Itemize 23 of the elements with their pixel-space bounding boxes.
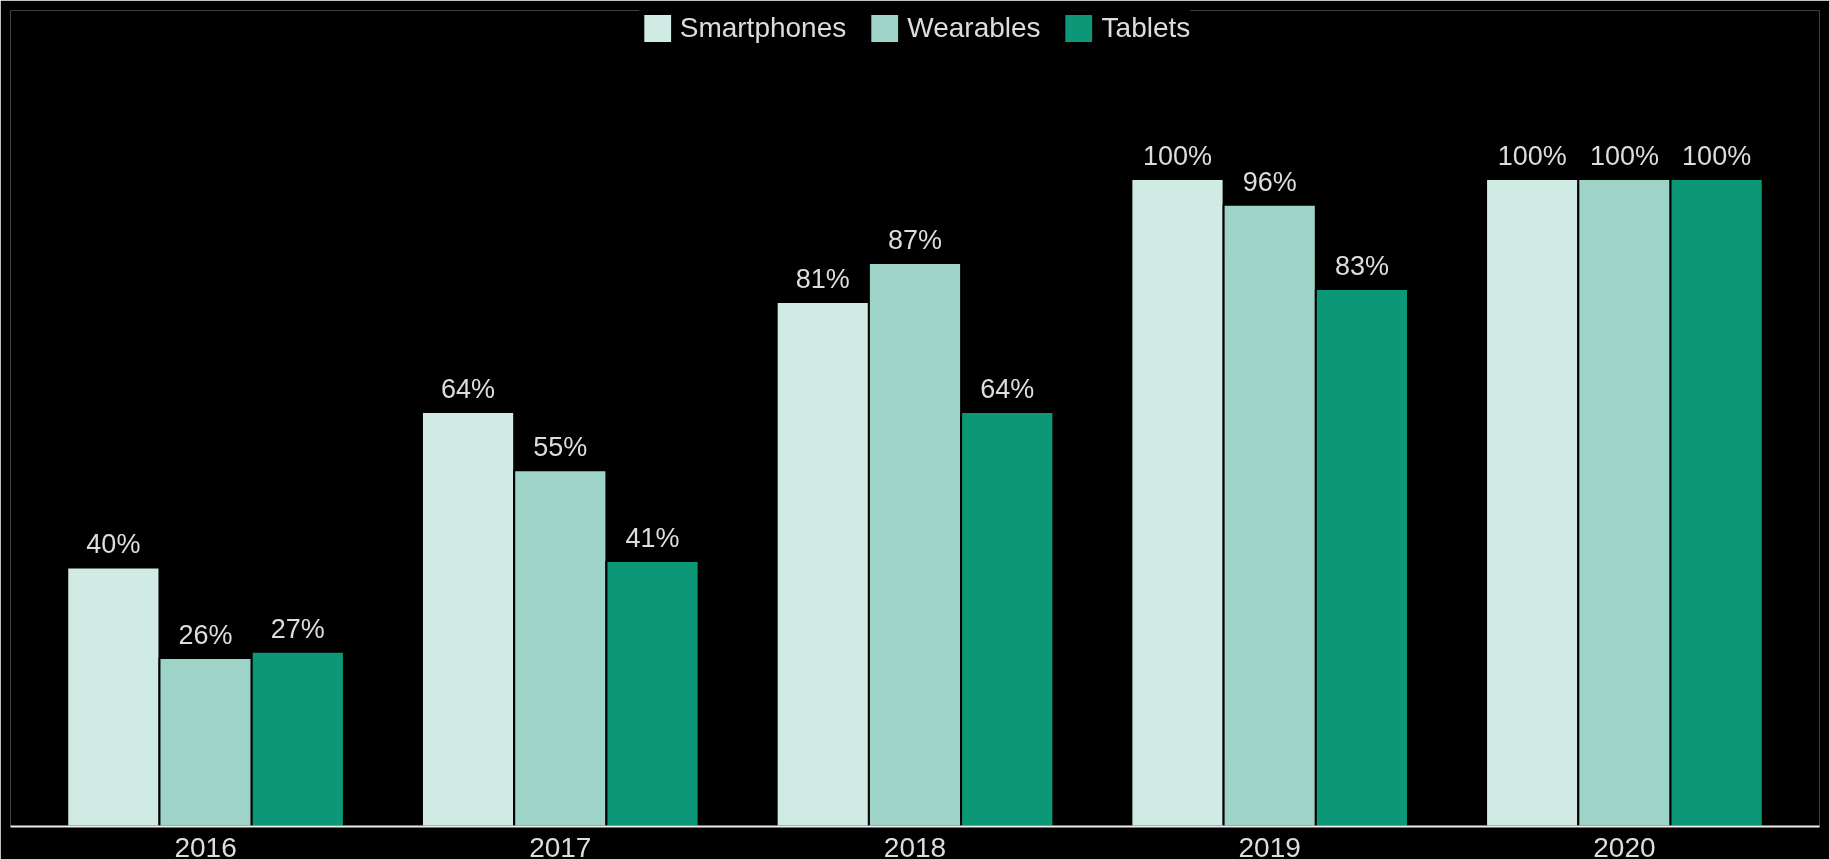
data-label: 41% — [625, 522, 680, 553]
legend-label: Wearables — [907, 12, 1041, 44]
data-label: 83% — [1334, 250, 1389, 281]
data-label: 100% — [1142, 140, 1213, 171]
legend-label: Smartphones — [679, 12, 847, 44]
data-label: 87% — [887, 225, 943, 256]
data-label: 100% — [1497, 140, 1567, 171]
x-tick-label: 2016 — [174, 831, 237, 859]
data-label: 64% — [980, 374, 1035, 405]
data-label: 100% — [1682, 140, 1752, 171]
data-label: 40% — [86, 529, 141, 560]
data-label: 55% — [533, 432, 588, 463]
data-label: 96% — [1242, 166, 1297, 197]
data-label: 100% — [1589, 140, 1659, 171]
data-label: 81% — [795, 263, 850, 294]
x-tick-label: 2019 — [1238, 831, 1301, 859]
x-tick-label: 2018 — [883, 831, 947, 859]
data-label: 64% — [441, 374, 496, 405]
data-label: 27% — [270, 613, 325, 644]
x-tick-label: 2017 — [529, 831, 592, 859]
legend-label: Tablets — [1101, 12, 1191, 44]
data-label: 26% — [178, 620, 233, 651]
x-tick-label: 2020 — [1593, 831, 1656, 859]
